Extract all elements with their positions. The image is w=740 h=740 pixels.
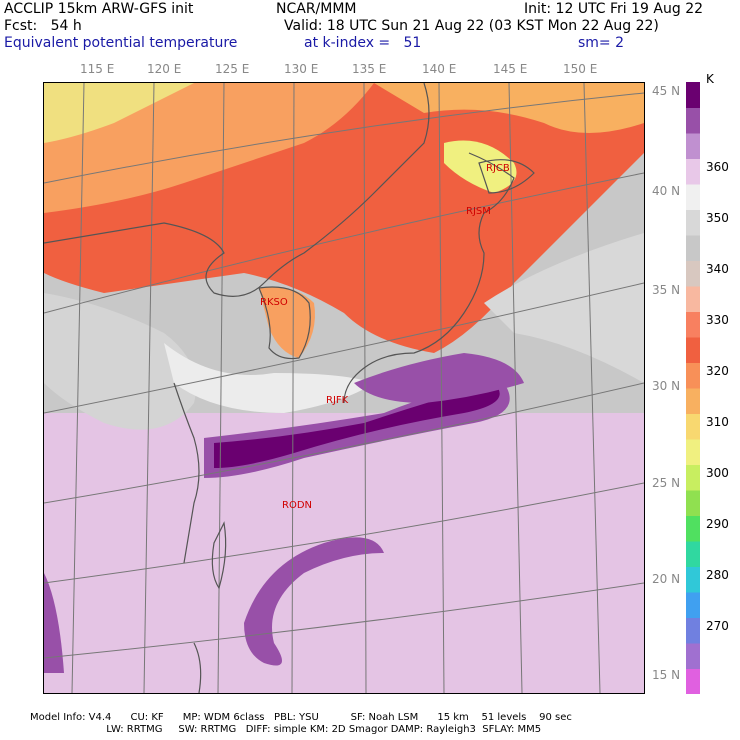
colorbar-swatch	[686, 286, 700, 312]
field-purple-sw	[44, 573, 64, 673]
colorbar-swatch	[686, 260, 700, 287]
colorbar-swatch	[686, 668, 700, 694]
station-label: RODN	[282, 500, 312, 511]
colorbar-swatch	[686, 617, 700, 644]
colorbar-swatch	[686, 311, 700, 338]
lat-label: 35 N	[652, 283, 681, 297]
field-grey-east	[484, 233, 644, 383]
field-korea-warm	[259, 287, 315, 358]
colorbar-swatch	[686, 107, 700, 134]
colorbar-swatch	[686, 566, 700, 593]
station-label: RJFK	[326, 395, 349, 406]
colorbar-swatch	[686, 133, 700, 159]
colorbar-swatch	[686, 515, 700, 542]
lon-label: 140 E	[422, 62, 457, 76]
colorbar-label: 350	[706, 211, 729, 225]
model-title: ACCLIP 15km ARW-GFS init	[4, 1, 194, 17]
colorbar-swatch	[686, 388, 700, 414]
lat-label: 15 N	[652, 668, 681, 682]
colorbar-swatch	[686, 337, 700, 363]
lat-label: 25 N	[652, 476, 681, 490]
field-spiral	[244, 537, 384, 666]
colorbar-label: 340	[706, 262, 729, 276]
colorbar-unit: K	[706, 72, 714, 86]
colorbar-swatch	[686, 235, 700, 261]
lat-label: 30 N	[652, 379, 681, 393]
colorbar-swatch	[686, 184, 700, 210]
field-dark-purple-band	[214, 383, 500, 468]
institution-label: NCAR/MMM	[276, 1, 357, 17]
station-label: RJCB	[486, 163, 510, 174]
lon-label: 130 E	[284, 62, 319, 76]
colorbar-label: 360	[706, 160, 729, 174]
colorbar	[686, 82, 700, 694]
lon-label: 145 E	[493, 62, 528, 76]
colorbar-label: 300	[706, 466, 729, 480]
smoothing-label: sm= 2	[578, 35, 625, 51]
field-grey-west	[44, 293, 196, 430]
field-purple-east	[354, 353, 524, 403]
colorbar-label: 270	[706, 619, 729, 633]
colorbar-swatch	[686, 464, 700, 491]
station-label: RKSO	[260, 297, 288, 308]
colorbar-swatch	[686, 439, 700, 465]
colorbar-label: 290	[706, 517, 729, 531]
colorbar-swatch	[686, 643, 700, 669]
colorbar-swatch	[686, 592, 700, 618]
lat-label: 45 N	[652, 84, 681, 98]
init-time: Init: 12 UTC Fri 19 Aug 22	[524, 1, 704, 17]
colorbar-swatch	[686, 490, 700, 516]
lon-label: 115 E	[80, 62, 115, 76]
colorbar-label: 320	[706, 364, 729, 378]
lon-label: 125 E	[215, 62, 250, 76]
colorbar-label: 330	[706, 313, 729, 327]
model-info-line2: LW: RRTMG SW: RRTMG DIFF: simple KM: 2D …	[30, 724, 542, 735]
lon-label: 120 E	[147, 62, 182, 76]
forecast-hour: Fcst: 54 h	[4, 18, 82, 34]
colorbar-swatch	[686, 362, 700, 389]
graticule	[44, 83, 644, 693]
station-label: RJSM	[466, 206, 491, 217]
colorbar-label: 310	[706, 415, 729, 429]
lon-label: 150 E	[563, 62, 598, 76]
lat-label: 20 N	[652, 572, 681, 586]
colorbar-swatch	[686, 541, 700, 567]
model-info-line1: Model Info: V4.4 CU: KF MP: WDM 6class P…	[30, 712, 572, 723]
map-canvas	[44, 83, 644, 693]
colorbar-swatch	[686, 209, 700, 236]
colorbar-swatch	[686, 158, 700, 185]
level-label: at k-index = 51	[304, 35, 422, 51]
field-white-swirl	[164, 343, 374, 413]
valid-time: Valid: 18 UTC Sun 21 Aug 22 (03 KST Mon …	[284, 18, 659, 34]
field-yellow-north	[44, 83, 194, 143]
colorbar-label: 280	[706, 568, 729, 582]
field-name: Equivalent potential temperature	[4, 35, 238, 51]
lat-label: 40 N	[652, 184, 681, 198]
theta-e-map: RJCB RJSM RKSO RJFK RODN	[43, 82, 645, 694]
lon-label: 135 E	[352, 62, 387, 76]
coastlines	[44, 83, 535, 693]
colorbar-swatch	[686, 82, 700, 108]
colorbar-swatch	[686, 413, 700, 440]
